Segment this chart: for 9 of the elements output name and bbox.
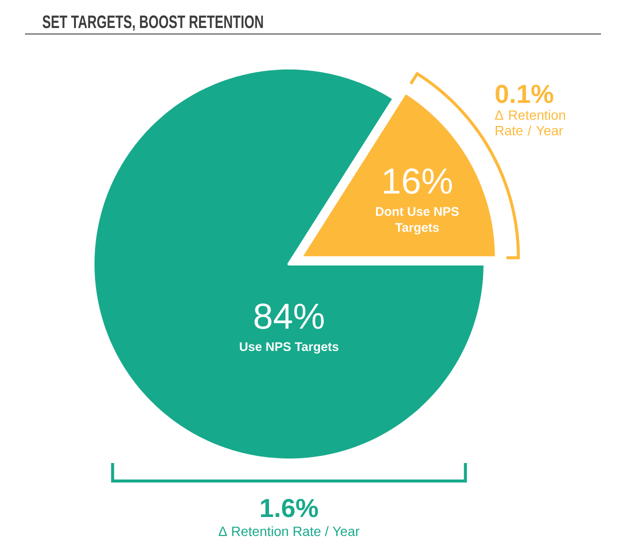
slice-label: Dont Use NPS Targets	[376, 207, 459, 234]
data-label: 16%	[384, 168, 452, 194]
data-label: 84%	[254, 304, 324, 330]
text: 1.6%	[261, 498, 318, 518]
text: 0.1%	[496, 84, 554, 104]
text: Δ Retention Rate / Year	[495, 110, 566, 136]
chart-title: SET TARGETS, BOOST RETENTION	[42, 15, 263, 31]
text: Δ Retention Rate / Year	[218, 526, 360, 536]
slice-label: Use NPS Targets	[240, 342, 338, 354]
